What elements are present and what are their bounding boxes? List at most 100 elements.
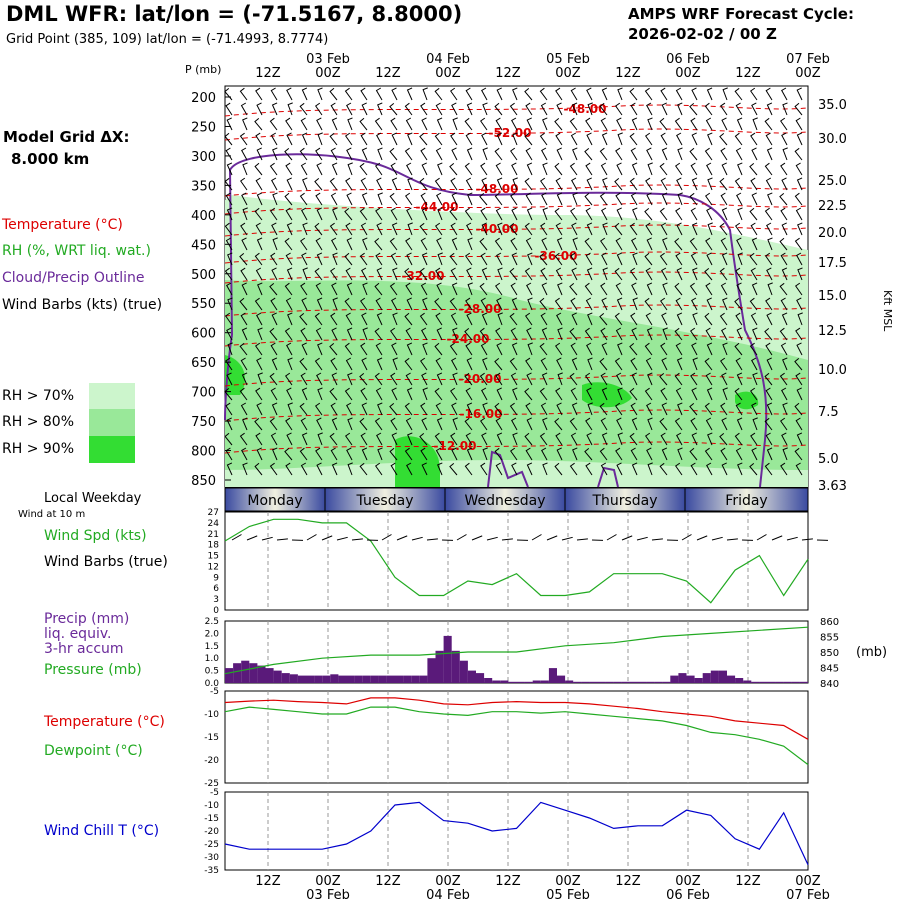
wind-barb: [660, 222, 668, 236]
wind-barb: [284, 148, 293, 161]
wind-barb: [434, 87, 443, 101]
wind-barb: [435, 357, 443, 371]
pressure-tick-label: 750: [191, 415, 216, 430]
wind-barb: [301, 87, 308, 101]
wind-barb: [644, 208, 653, 221]
precip-bar: [573, 681, 582, 683]
wind-barb: [479, 327, 488, 341]
wind-barb: [585, 117, 593, 131]
wind-barb: [482, 447, 488, 461]
wind-barb: [796, 342, 803, 356]
wind-barb: [751, 102, 758, 116]
wind-barb: [465, 342, 473, 356]
wind-barb: [780, 207, 788, 221]
wind-barb: [450, 177, 458, 191]
wind-barb: [659, 207, 668, 221]
wind-barb: [494, 102, 503, 116]
precip-bar: [241, 660, 250, 683]
wind-barb: [329, 87, 338, 101]
wind-barb: [509, 223, 518, 236]
wind-barb: [420, 147, 428, 161]
wind-barb: [299, 402, 308, 416]
wind-barb: [779, 193, 788, 206]
wind-barb: [794, 102, 803, 116]
pressure-tick-label: 400: [191, 209, 216, 224]
time-top-label: 12Z: [735, 66, 761, 81]
wind-barb: [285, 162, 293, 176]
precip-bar: [751, 681, 760, 683]
wind-barb: [736, 117, 743, 131]
wind-barb: [464, 417, 473, 431]
wind-barb: [511, 252, 518, 266]
wind-barb: [781, 132, 788, 146]
wind-barb: [526, 162, 533, 176]
legend-cloud: Cloud/Precip Outline: [2, 270, 145, 286]
wind-barb: [571, 102, 578, 116]
rh90-area-2: [395, 436, 440, 487]
wind-barb: [749, 297, 758, 311]
precip-bar: [508, 681, 517, 683]
wind-barb: [704, 357, 713, 371]
wind-barb: [510, 147, 518, 161]
swatch-rh80: [89, 409, 135, 436]
wind-barb: [585, 417, 593, 431]
wind-barb: [347, 372, 353, 386]
wind-barb: [734, 387, 743, 401]
surface-wind-barb: [381, 534, 392, 541]
wind-barb: [224, 267, 233, 281]
wind-barb: [406, 462, 413, 476]
wind-barb: [571, 357, 578, 371]
wind-barb: [301, 252, 308, 266]
time-top-label: 00Z: [675, 66, 701, 81]
wind-barb: [271, 357, 278, 371]
wind-barb: [419, 222, 428, 236]
wind-barb: [375, 207, 383, 221]
wind-barb: [554, 207, 563, 221]
wind-barb: [299, 102, 308, 116]
wind-barb: [614, 357, 623, 371]
date-bottom-label: 06 Feb: [666, 888, 710, 900]
wind-speed-frame: [224, 511, 809, 611]
wind-barb: [734, 177, 743, 191]
wind-barb: [406, 87, 413, 101]
wind-barb: [481, 432, 488, 446]
surface-wind-barb: [396, 535, 408, 541]
precip-bar: [767, 681, 776, 683]
wind-barb: [257, 282, 263, 296]
wind-barb: [376, 132, 383, 146]
wind-barb: [692, 312, 698, 326]
wind-barb: [644, 342, 653, 356]
wind-barb: [254, 207, 263, 221]
wind-barb: [495, 417, 503, 431]
wind-barb: [450, 312, 458, 326]
precip-bar: [605, 681, 614, 683]
temp-tick-label: -5: [210, 687, 219, 697]
precip-tick-label: 2.5: [205, 617, 219, 627]
precip-bar: [540, 680, 549, 683]
wind-barb: [541, 282, 548, 296]
wind-barb: [570, 207, 578, 221]
wind-barb: [570, 252, 578, 266]
temperature-contour-label: -44.00: [416, 200, 459, 214]
height-tick-label: 25.0: [818, 174, 847, 189]
wind-barb: [704, 102, 713, 116]
precip-bar: [281, 673, 290, 683]
wind-barb: [767, 192, 773, 206]
precip-tick-label: 0.5: [205, 667, 219, 677]
wind-barb: [571, 267, 578, 281]
wind-barb: [254, 252, 263, 266]
wind-barb: [332, 297, 338, 311]
temperature-contour-label: -28.00: [459, 302, 502, 316]
wind-barb: [256, 147, 263, 161]
wind-barb: [510, 372, 518, 386]
forecast-cycle-value: 2026-02-02 / 00 Z: [628, 25, 777, 43]
surface-wind-barb: [246, 535, 258, 541]
wind-barb: [404, 357, 413, 371]
wind-barb: [377, 402, 383, 416]
wind-barb: [331, 417, 338, 431]
wind-barb: [376, 432, 383, 446]
wind-barb: [750, 432, 758, 446]
wind-barb: [226, 417, 233, 431]
wind-barb: [734, 432, 743, 446]
forecast-cycle: AMPS WRF Forecast Cycle: 2026-02-02 / 00…: [628, 4, 854, 44]
